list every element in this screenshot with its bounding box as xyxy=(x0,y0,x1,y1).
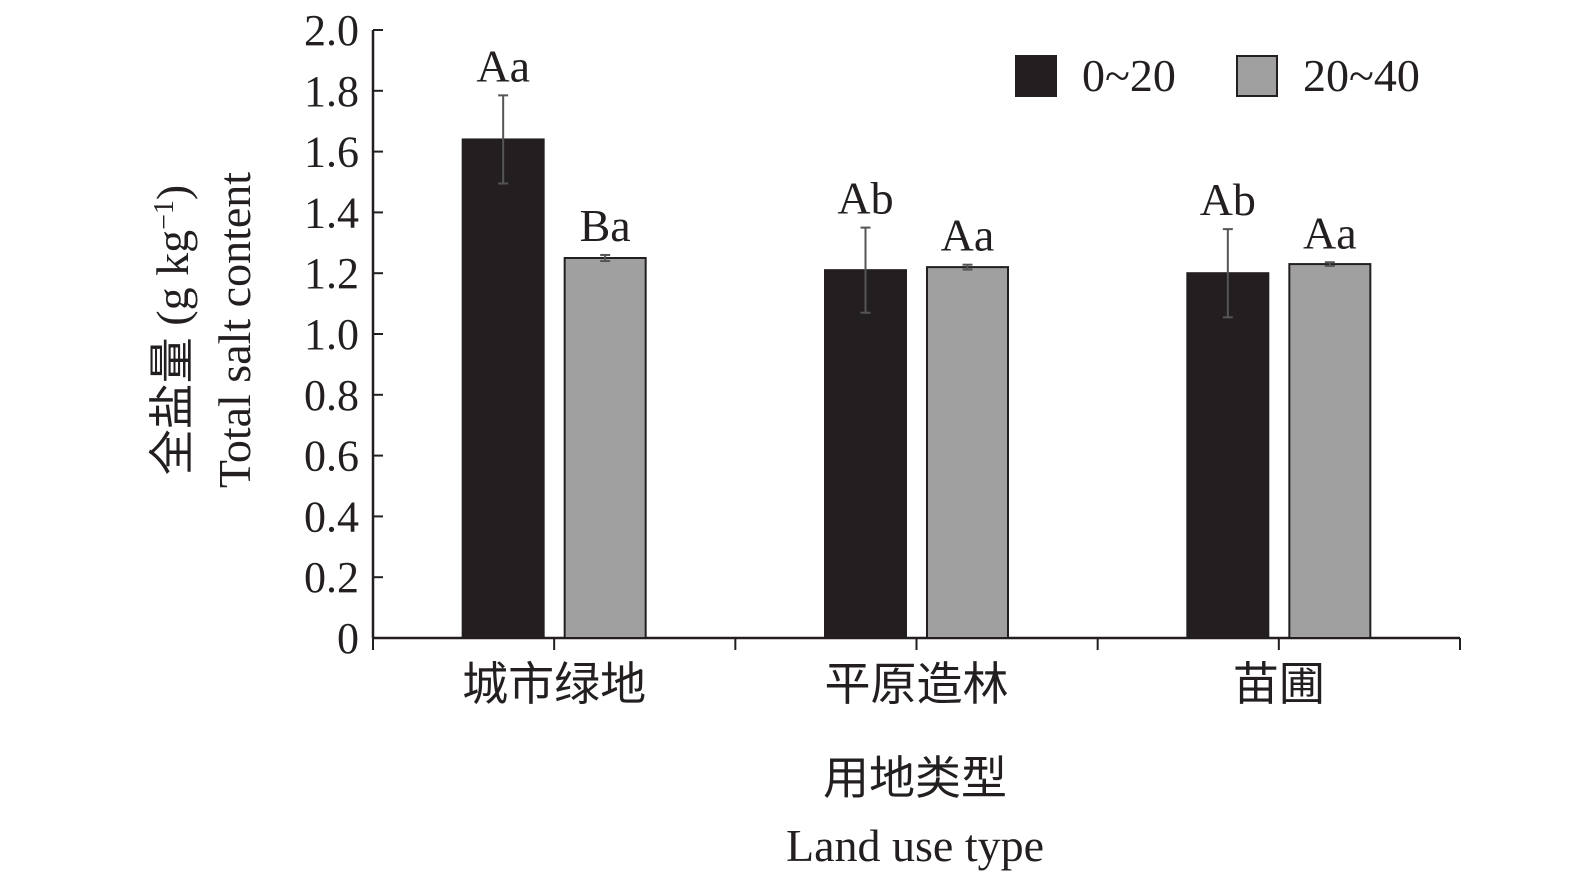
y-tick-label: 2.0 xyxy=(304,6,359,55)
bars xyxy=(461,138,1372,639)
y-tick-label: 1.0 xyxy=(304,310,359,359)
bar xyxy=(926,266,1009,639)
y-tick-label: 1.4 xyxy=(304,188,359,237)
y-axis-title-cn-main: 全盐量 (g kg xyxy=(147,230,198,475)
y-axis-title-en: Total salt content xyxy=(209,172,260,488)
y-axis-title-cn-close: ) xyxy=(147,185,198,200)
x-axis: 城市绿地 平原造林 苗圃 xyxy=(372,636,1461,710)
legend: 0~20 20~40 xyxy=(1015,50,1420,101)
y-axis-title-exponent: −1 xyxy=(149,200,180,230)
x-tick-label: 苗圃 xyxy=(1233,659,1325,710)
y-tick-label: 0.4 xyxy=(304,492,359,541)
bar xyxy=(461,138,545,639)
bar xyxy=(824,269,907,639)
bar xyxy=(563,257,647,639)
significance-label: Aa xyxy=(941,210,995,261)
significance-label: Aa xyxy=(476,40,530,91)
significance-labels: Aa Ba Ab Aa Ab Aa xyxy=(476,40,1356,260)
y-axis-title: 全盐量 (g kg−1) Total salt content xyxy=(147,172,260,488)
legend-swatch-0-20 xyxy=(1015,55,1057,97)
legend-label-0-20: 0~20 xyxy=(1082,50,1176,101)
legend-swatch-20-40 xyxy=(1236,55,1278,97)
bar xyxy=(1186,272,1270,639)
y-tick-label: 0.2 xyxy=(304,553,359,602)
y-axis-title-cn: 全盐量 (g kg−1) xyxy=(147,185,198,475)
y-tick-label: 0 xyxy=(337,614,359,663)
y-tick-label: 0.8 xyxy=(304,371,359,420)
legend-label-20-40: 20~40 xyxy=(1303,50,1420,101)
y-tick-label: 1.8 xyxy=(304,67,359,116)
x-tick-label: 平原造林 xyxy=(825,659,1009,710)
x-axis-title-en: Land use type xyxy=(786,820,1044,871)
significance-label: Ba xyxy=(580,200,631,251)
significance-label: Aa xyxy=(1303,207,1357,258)
y-axis: 0 0.2 0.4 0.6 0.8 1.0 1.2 1.4 1.6 1.8 2.0 xyxy=(304,6,383,663)
y-tick-label: 0.6 xyxy=(304,432,359,481)
y-tick-label: 1.2 xyxy=(304,249,359,298)
x-tick-label: 城市绿地 xyxy=(462,659,646,710)
x-axis-title-cn: 用地类型 xyxy=(823,753,1007,804)
bar xyxy=(1288,263,1372,639)
error-bars xyxy=(498,94,1335,319)
significance-label: Ab xyxy=(837,173,893,224)
significance-label: Ab xyxy=(1200,174,1256,225)
y-tick-label: 1.6 xyxy=(304,128,359,177)
x-axis-title: 用地类型 Land use type xyxy=(786,753,1044,871)
